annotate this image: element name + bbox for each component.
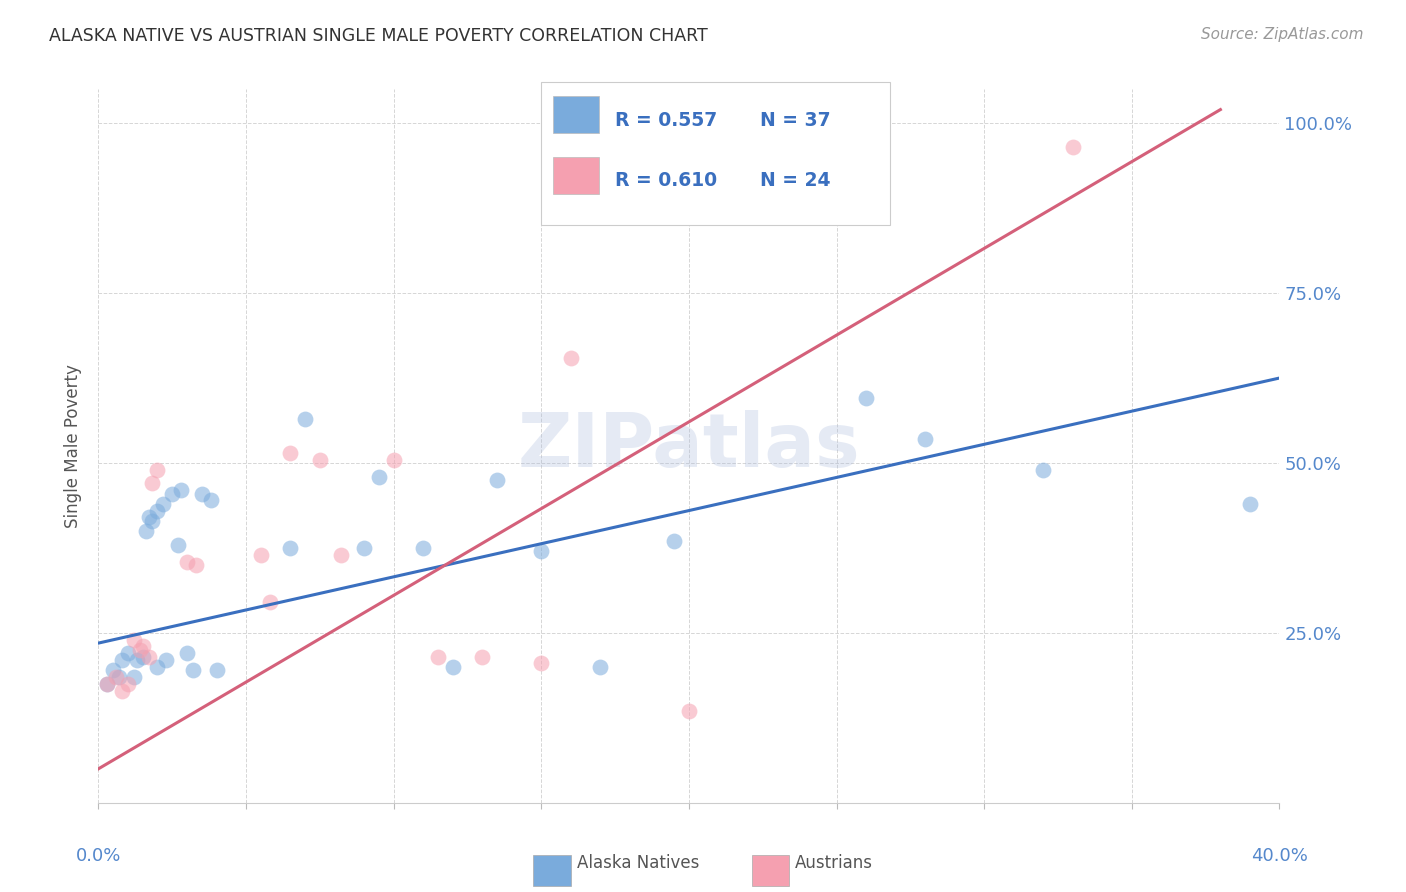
- Point: [146, 503, 169, 517]
- Point: [108, 670, 131, 684]
- Point: [132, 640, 155, 654]
- Text: ZIPatlas: ZIPatlas: [517, 409, 860, 483]
- Point: [146, 463, 169, 477]
- Point: [122, 632, 145, 647]
- Point: [412, 541, 434, 555]
- Point: [471, 649, 494, 664]
- Point: [368, 469, 391, 483]
- Point: [278, 446, 302, 460]
- Point: [441, 660, 464, 674]
- FancyBboxPatch shape: [533, 855, 571, 887]
- Point: [191, 486, 214, 500]
- Point: [141, 514, 163, 528]
- Point: [329, 548, 352, 562]
- Point: [589, 660, 612, 674]
- Point: [278, 541, 302, 555]
- Text: Source: ZipAtlas.com: Source: ZipAtlas.com: [1201, 27, 1364, 42]
- Point: [105, 670, 128, 684]
- Point: [162, 486, 183, 500]
- Text: N = 37: N = 37: [759, 111, 831, 129]
- Point: [152, 497, 174, 511]
- Point: [250, 548, 273, 562]
- Point: [259, 595, 281, 609]
- Point: [96, 677, 118, 691]
- Point: [382, 452, 405, 467]
- Point: [135, 524, 157, 538]
- Point: [122, 670, 145, 684]
- Point: [1239, 497, 1261, 511]
- Point: [146, 660, 169, 674]
- Point: [560, 351, 582, 365]
- Text: 40.0%: 40.0%: [1251, 847, 1308, 865]
- Text: Austrians: Austrians: [796, 855, 873, 872]
- Point: [1032, 463, 1054, 477]
- FancyBboxPatch shape: [541, 82, 890, 225]
- FancyBboxPatch shape: [553, 157, 599, 194]
- Point: [170, 483, 193, 498]
- Point: [117, 677, 139, 691]
- Point: [176, 646, 198, 660]
- Point: [205, 663, 228, 677]
- Point: [138, 649, 160, 664]
- Point: [167, 537, 190, 551]
- Point: [200, 493, 222, 508]
- Point: [353, 541, 375, 555]
- Point: [176, 555, 198, 569]
- Y-axis label: Single Male Poverty: Single Male Poverty: [65, 364, 83, 528]
- Point: [530, 657, 553, 671]
- Point: [427, 649, 450, 664]
- Point: [128, 643, 150, 657]
- FancyBboxPatch shape: [553, 96, 599, 134]
- Text: R = 0.610: R = 0.610: [614, 171, 717, 190]
- Point: [138, 510, 160, 524]
- Point: [294, 412, 316, 426]
- Text: Alaska Natives: Alaska Natives: [576, 855, 699, 872]
- Point: [855, 392, 877, 406]
- Point: [486, 473, 509, 487]
- Point: [181, 663, 204, 677]
- Point: [96, 677, 118, 691]
- Point: [309, 452, 332, 467]
- Point: [678, 704, 700, 718]
- Text: R = 0.557: R = 0.557: [614, 111, 717, 129]
- Point: [117, 646, 139, 660]
- Point: [914, 432, 936, 446]
- Point: [125, 653, 148, 667]
- Point: [111, 683, 134, 698]
- Point: [103, 663, 125, 677]
- Text: N = 24: N = 24: [759, 171, 831, 190]
- Point: [664, 534, 686, 549]
- Point: [155, 653, 177, 667]
- Point: [141, 476, 163, 491]
- FancyBboxPatch shape: [752, 855, 789, 887]
- Text: ALASKA NATIVE VS AUSTRIAN SINGLE MALE POVERTY CORRELATION CHART: ALASKA NATIVE VS AUSTRIAN SINGLE MALE PO…: [49, 27, 709, 45]
- Text: 0.0%: 0.0%: [76, 847, 121, 865]
- Point: [1062, 140, 1084, 154]
- Point: [184, 558, 207, 572]
- Point: [111, 653, 134, 667]
- Point: [530, 544, 553, 558]
- Point: [132, 649, 155, 664]
